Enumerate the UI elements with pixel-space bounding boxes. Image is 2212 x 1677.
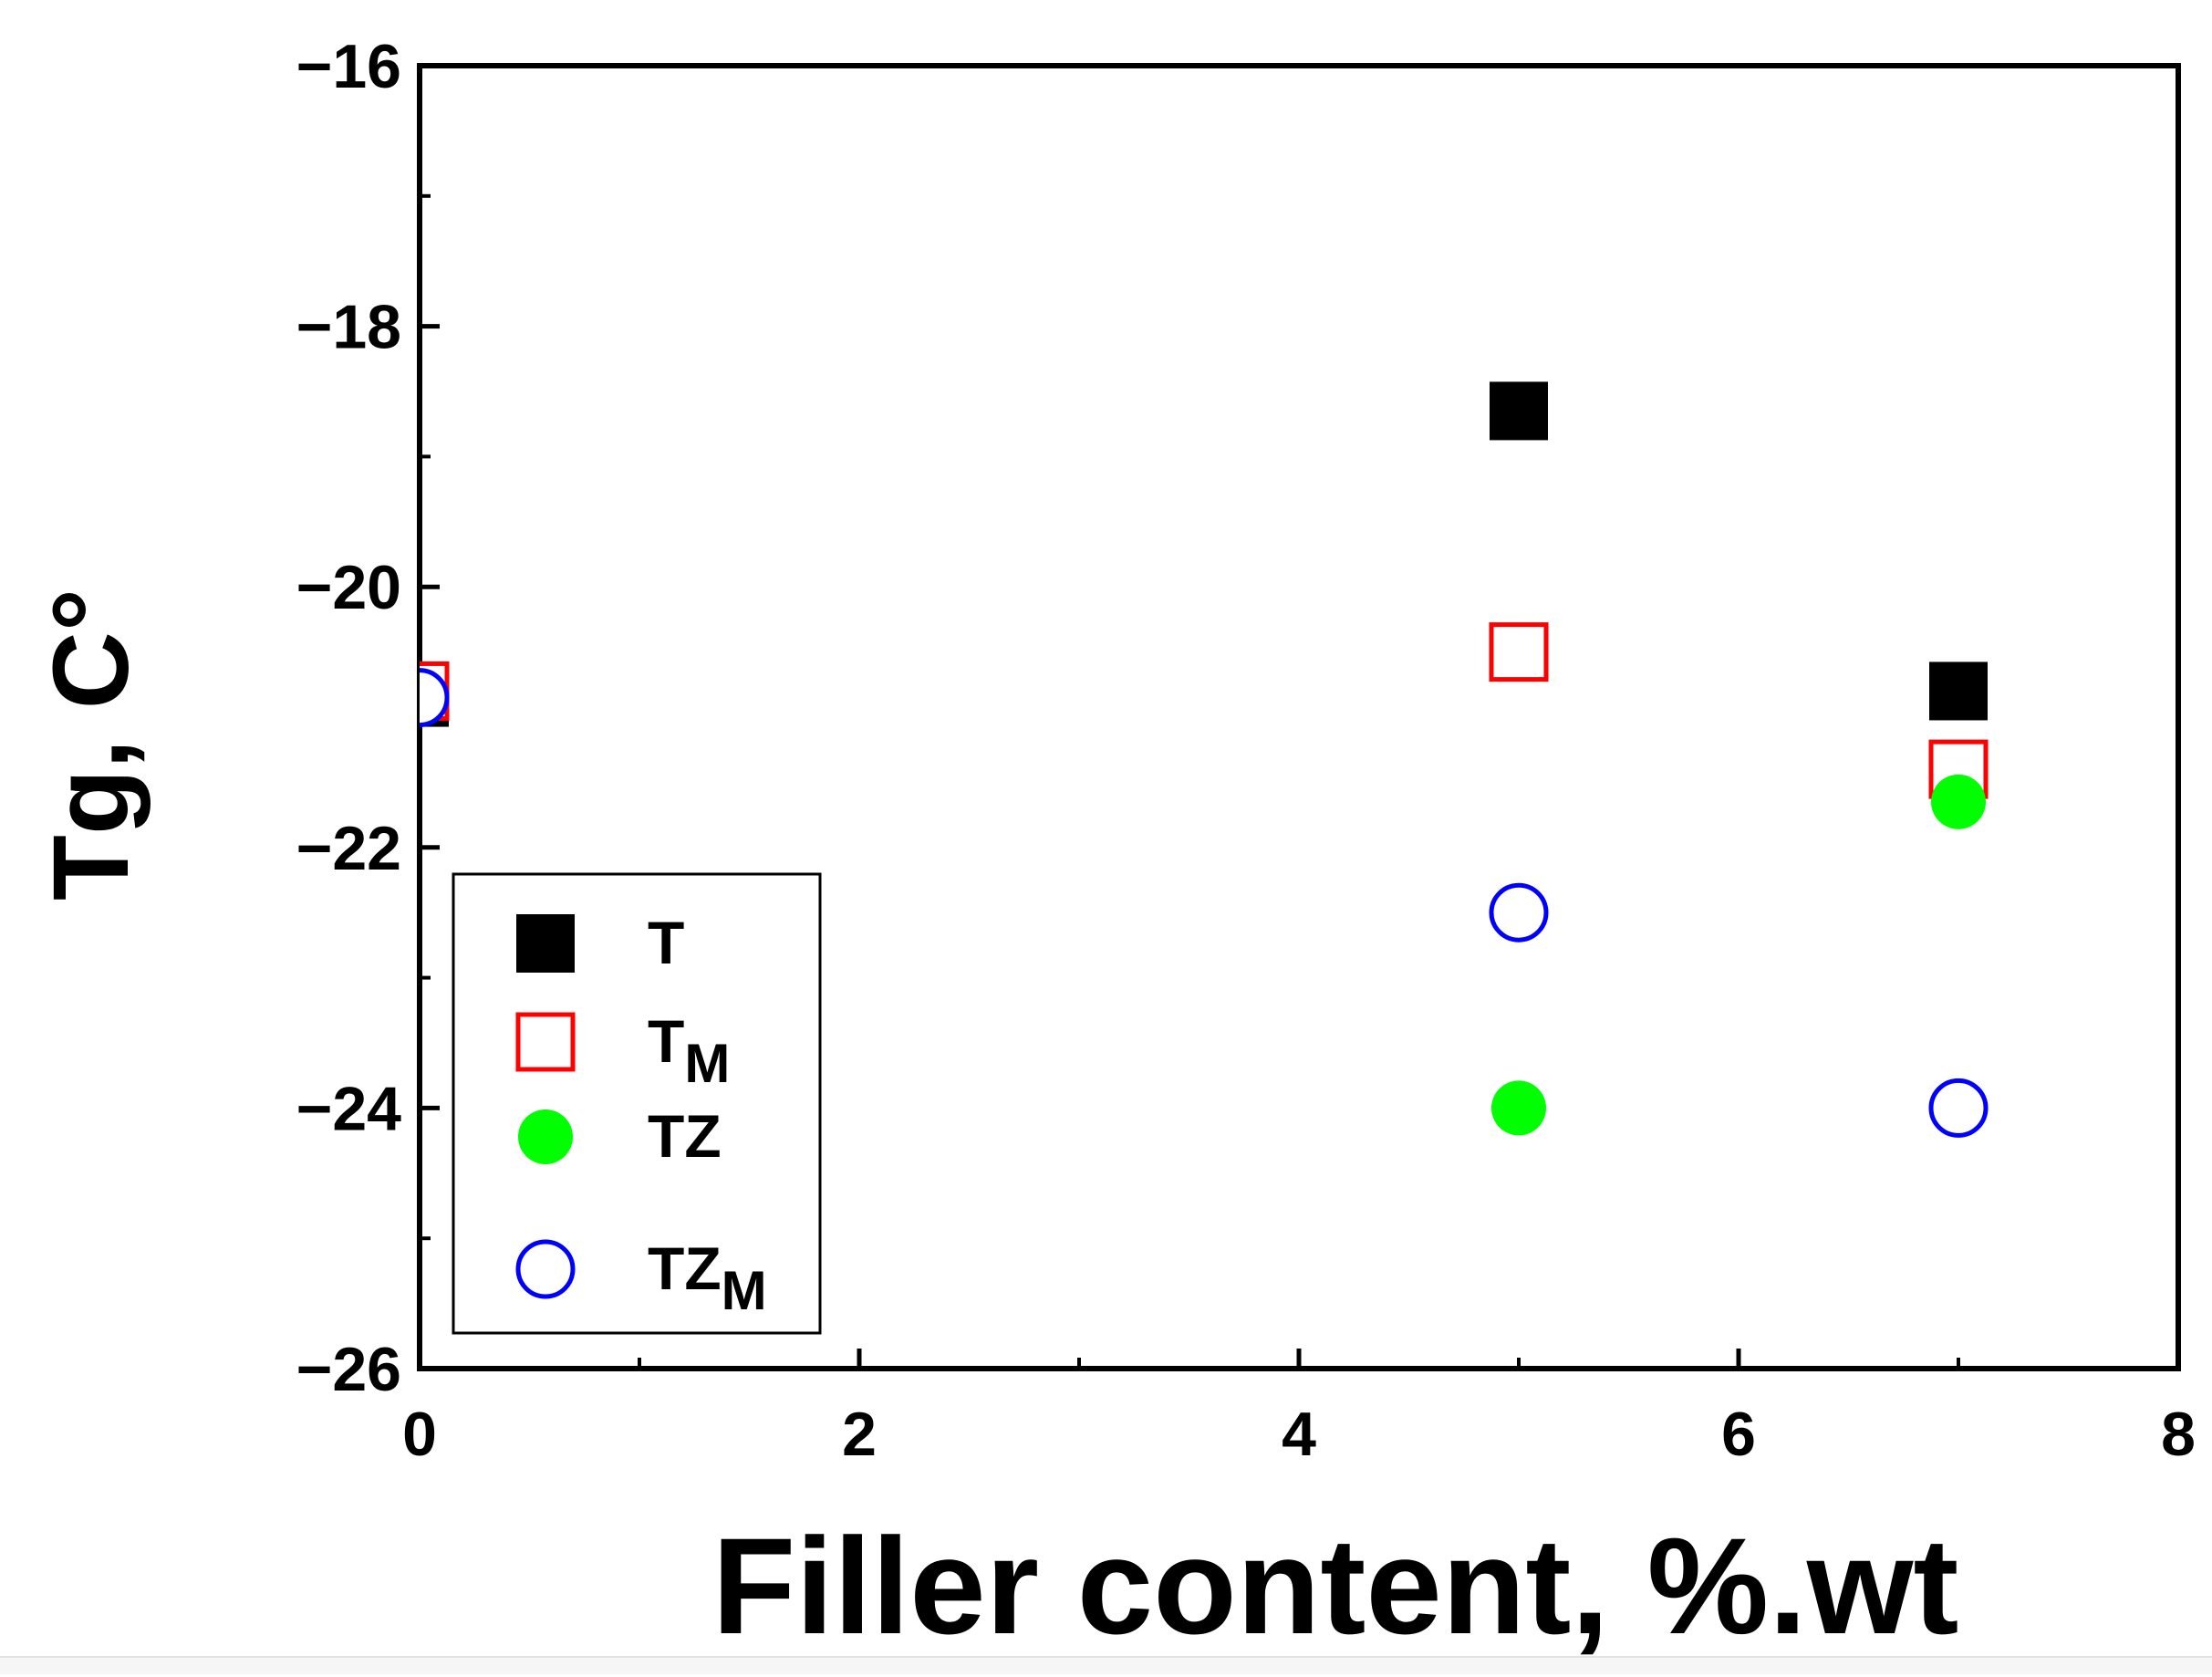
legend-label-t: T [648,909,684,976]
data-markers [420,381,1989,1138]
legend-marker-tzm [515,1239,576,1299]
y-tick-label: −18 [296,293,401,362]
legend-box [452,872,822,1335]
data-point-tz [1931,774,1986,829]
data-point-tm [1489,622,1549,682]
y-axis-title: Tg, C° [31,589,151,901]
y-tick-label: −20 [296,553,401,622]
legend: T TM TZ TZM [452,872,822,1335]
legend-label-tz: TZ [648,1102,722,1170]
y-tick-label: −24 [296,1074,402,1143]
legend-marker-tm [515,1012,576,1072]
y-tick-label: −26 [296,1335,401,1404]
data-point-t [1490,381,1548,441]
data-point-tzm [420,668,450,728]
bottom-edge-strip [0,1656,2212,1674]
data-point-tzm [1489,882,1549,943]
data-point-tzm [1928,1078,1989,1138]
legend-marker-tz [518,1109,573,1164]
x-tick-label: 8 [2161,1400,2196,1469]
x-tick-label: 6 [1721,1400,1756,1469]
data-point-t [1929,661,1988,721]
y-tick-label: −16 [296,32,401,101]
x-axis-title: Filler content, %.wt [712,1509,1959,1662]
data-point-tz [1491,1080,1546,1136]
legend-label-tm: TM [648,1007,730,1094]
legend-label-tzm: TZM [648,1234,767,1321]
x-tick-label: 4 [1282,1400,1316,1469]
x-tick-label: 2 [842,1400,877,1469]
legend-marker-t [516,914,575,973]
x-tick-label: 0 [402,1400,437,1469]
y-tick-label: −22 [296,814,401,883]
